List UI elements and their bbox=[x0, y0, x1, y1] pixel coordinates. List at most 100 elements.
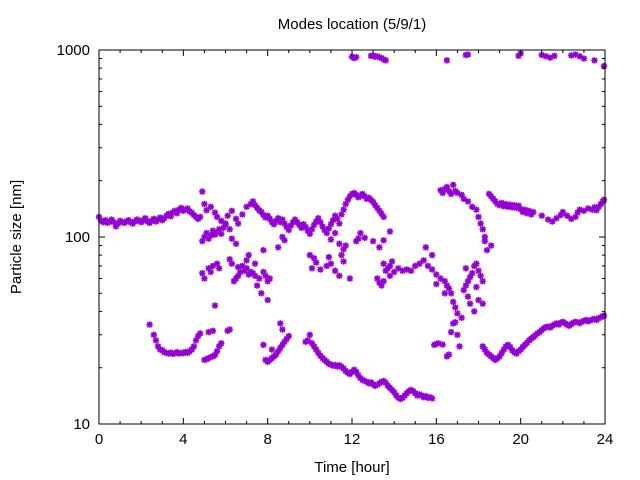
data-point bbox=[260, 246, 267, 254]
x-tick-label: 12 bbox=[344, 431, 361, 448]
data-point bbox=[239, 211, 246, 218]
data-point bbox=[382, 57, 389, 64]
data-point bbox=[199, 188, 206, 195]
x-axis-ticks: 0 4 8 12 16 20 24 bbox=[95, 50, 614, 448]
data-point bbox=[462, 265, 470, 272]
data-points bbox=[95, 50, 608, 403]
data-point bbox=[340, 258, 347, 265]
data-point bbox=[477, 272, 484, 280]
data-point bbox=[308, 265, 316, 272]
data-point bbox=[380, 213, 387, 221]
data-point bbox=[487, 242, 495, 249]
data-point bbox=[433, 271, 440, 278]
data-point bbox=[538, 212, 545, 219]
data-point bbox=[222, 221, 229, 229]
x-axis-label: Time [hour] bbox=[314, 459, 389, 476]
x-tick-label: 20 bbox=[512, 431, 529, 448]
data-point bbox=[228, 260, 236, 267]
data-point bbox=[445, 351, 453, 358]
data-point bbox=[376, 244, 383, 251]
data-point bbox=[428, 395, 436, 402]
chart-title: Modes location (5/9/1) bbox=[278, 16, 426, 33]
data-point bbox=[327, 236, 335, 243]
data-point bbox=[473, 260, 480, 267]
data-point bbox=[325, 253, 333, 261]
data-point bbox=[215, 265, 223, 272]
data-point bbox=[243, 257, 250, 264]
data-point bbox=[454, 310, 461, 317]
data-point bbox=[277, 320, 284, 327]
data-point bbox=[479, 300, 486, 307]
data-point bbox=[327, 260, 335, 267]
data-point bbox=[477, 220, 484, 227]
data-point bbox=[388, 258, 396, 265]
data-point bbox=[201, 275, 208, 282]
data-point bbox=[207, 268, 214, 276]
data-point bbox=[369, 237, 377, 245]
data-point bbox=[475, 267, 482, 274]
data-point bbox=[468, 203, 476, 211]
data-point bbox=[479, 278, 486, 285]
y-tick-label: 10 bbox=[73, 416, 90, 433]
data-point bbox=[468, 270, 476, 277]
x-tick-label: 8 bbox=[263, 431, 271, 448]
data-point bbox=[600, 312, 608, 319]
y-axis-label: Particle size [nm] bbox=[8, 180, 25, 294]
data-point bbox=[551, 52, 558, 60]
data-point bbox=[232, 240, 240, 247]
data-point bbox=[211, 302, 219, 309]
data-point bbox=[203, 207, 210, 214]
data-point bbox=[152, 337, 160, 344]
data-point bbox=[258, 290, 265, 297]
data-point bbox=[306, 331, 314, 338]
data-point bbox=[361, 234, 368, 242]
data-point bbox=[380, 278, 387, 285]
data-point bbox=[464, 51, 472, 58]
data-point bbox=[228, 235, 236, 242]
data-point bbox=[447, 190, 455, 198]
data-point bbox=[251, 260, 259, 267]
data-point bbox=[234, 220, 242, 227]
data-point bbox=[336, 272, 343, 280]
data-point bbox=[331, 229, 339, 237]
x-tick-label: 24 bbox=[597, 431, 614, 448]
y-tick-label: 100 bbox=[65, 229, 90, 246]
data-point bbox=[224, 212, 231, 219]
data-point bbox=[454, 331, 461, 338]
data-point bbox=[428, 266, 436, 273]
data-point bbox=[226, 226, 233, 233]
data-point bbox=[441, 290, 448, 297]
data-point bbox=[458, 314, 465, 321]
data-point bbox=[285, 332, 292, 340]
data-point bbox=[234, 272, 242, 280]
data-point bbox=[450, 181, 457, 189]
data-point bbox=[386, 228, 394, 235]
data-point bbox=[312, 346, 320, 353]
data-point bbox=[256, 275, 263, 282]
data-point bbox=[479, 226, 486, 233]
data-point bbox=[464, 293, 472, 300]
data-point bbox=[209, 327, 217, 335]
x-tick-label: 4 bbox=[179, 431, 187, 448]
data-point bbox=[580, 55, 588, 62]
data-point bbox=[275, 244, 282, 251]
data-point bbox=[253, 282, 261, 289]
data-point bbox=[357, 229, 364, 237]
data-point bbox=[268, 346, 276, 353]
data-point bbox=[386, 272, 394, 280]
data-point bbox=[473, 283, 480, 291]
data-point bbox=[342, 242, 349, 249]
data-point bbox=[279, 326, 286, 333]
y-axis-ticks: 10 100 1000 bbox=[57, 42, 605, 433]
data-point bbox=[331, 267, 339, 274]
data-point bbox=[355, 235, 362, 242]
data-point bbox=[207, 203, 214, 211]
data-point bbox=[447, 290, 455, 297]
data-point bbox=[226, 326, 233, 333]
data-point bbox=[264, 296, 271, 304]
data-point bbox=[600, 196, 608, 204]
x-tick-label: 16 bbox=[428, 431, 445, 448]
data-point bbox=[439, 341, 446, 348]
data-point bbox=[197, 330, 204, 337]
